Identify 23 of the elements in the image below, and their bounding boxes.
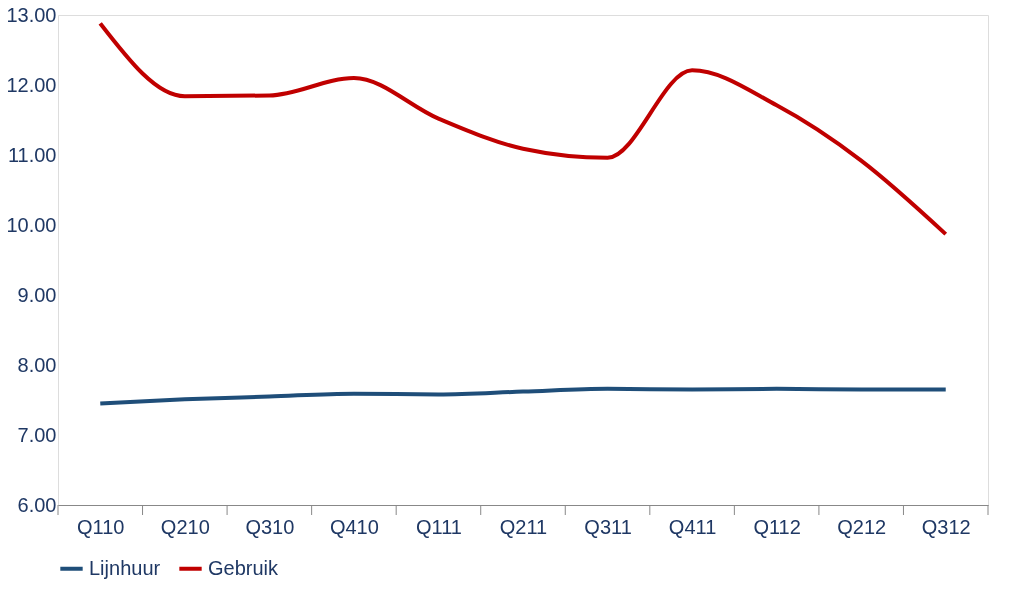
y-tick-label: 12.00 [6, 73, 57, 96]
line-series [98, 21, 948, 237]
x-tick-label: Q311 [584, 515, 632, 538]
line-series [98, 386, 948, 406]
y-tick-label: 7.00 [17, 423, 57, 446]
x-tick-label: Q211 [499, 515, 548, 538]
x-tick-label: Q212 [837, 515, 887, 538]
x-tick-label: Q410 [329, 515, 379, 538]
y-tick-label: 10.00 [6, 213, 57, 236]
y-tick-label: 11.00 [7, 143, 57, 166]
x-tick-label: Q312 [921, 515, 971, 538]
y-tick-label: 13.00 [6, 3, 57, 26]
x-tick-label: Q411 [668, 515, 717, 538]
x-tick-label: Q210 [160, 515, 210, 538]
y-tick-label: 6.00 [17, 493, 57, 516]
x-tick-label: Q310 [245, 515, 295, 538]
x-tick-label: Q110 [77, 515, 125, 538]
x-tick-label: Q112 [753, 515, 801, 538]
legend-label: Lijnhuur [89, 556, 161, 579]
y-tick-label: 9.00 [17, 283, 57, 306]
x-tick-label: Q111 [415, 515, 462, 538]
y-tick-label: 8.00 [17, 353, 57, 376]
legend-label: Gebruik [208, 556, 280, 579]
